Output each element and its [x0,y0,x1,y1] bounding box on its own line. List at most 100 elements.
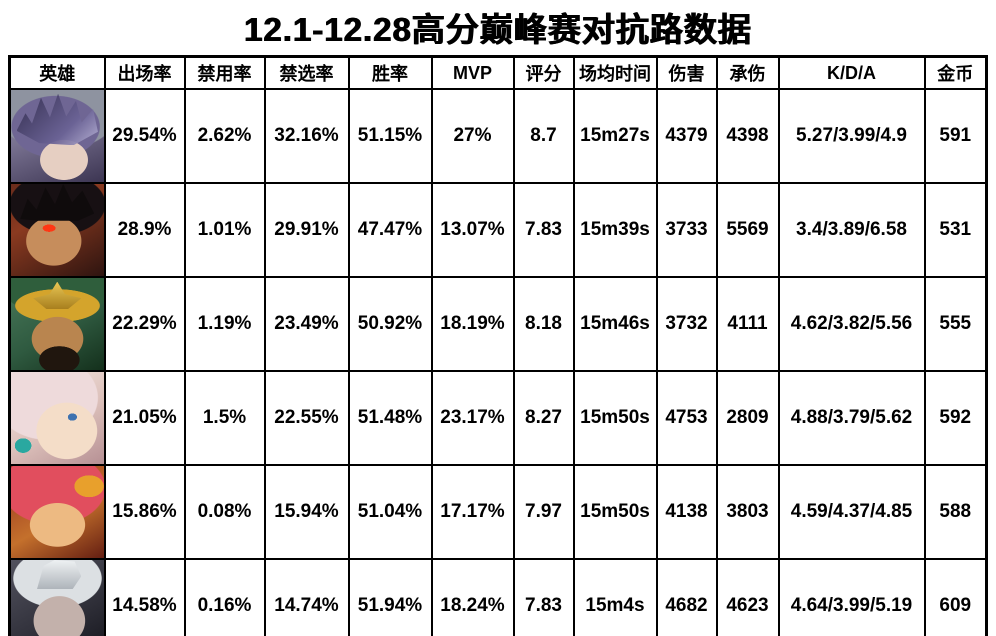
damage-cell: 3732 [655,276,718,372]
hero-avatar-cell [8,370,106,466]
ban-pick-rate-cell: 15.94% [263,464,350,560]
pick-rate-cell: 21.05% [103,370,186,466]
pick-rate-cell: 28.9% [103,182,186,278]
kda-cell: 3.4/3.89/6.58 [777,182,926,278]
damage-taken-cell: 2809 [715,370,780,466]
stats-table: 英雄 出场率 禁用率 禁选率 胜率 MVP 评分 场均时间 伤害 承伤 K/D/… [8,55,988,636]
avg-time-cell: 15m39s [572,182,658,278]
mvp-cell: 17.17% [430,464,515,560]
hero-avatar-cell [8,182,106,278]
header-avg-time: 场均时间 [572,55,658,90]
win-rate-cell: 51.04% [347,464,433,560]
header-mvp: MVP [430,55,515,90]
gold-cell: 591 [923,88,988,184]
ban-rate-cell: 2.62% [183,88,266,184]
damage-cell: 4682 [655,558,718,636]
header-gold: 金币 [923,55,988,90]
ban-pick-rate-cell: 22.55% [263,370,350,466]
kda-cell: 5.27/3.99/4.9 [777,88,926,184]
kda-cell: 4.64/3.99/5.19 [777,558,926,636]
table-row: 28.9% 1.01% 29.91% 47.47% 13.07% 7.83 15… [8,182,988,278]
table-row: 29.54% 2.62% 32.16% 51.15% 27% 8.7 15m27… [8,88,988,184]
header-win-rate: 胜率 [347,55,433,90]
ban-rate-cell: 0.08% [183,464,266,560]
pick-rate-cell: 15.86% [103,464,186,560]
damage-cell: 3733 [655,182,718,278]
rating-cell: 7.83 [512,558,575,636]
header-hero: 英雄 [8,55,106,90]
ban-pick-rate-cell: 14.74% [263,558,350,636]
mvp-cell: 13.07% [430,182,515,278]
hero-avatar-white-haired-hero [11,560,103,636]
header-pick-rate: 出场率 [103,55,186,90]
rating-cell: 8.7 [512,88,575,184]
mvp-cell: 23.17% [430,370,515,466]
ban-pick-rate-cell: 23.49% [263,276,350,372]
rating-cell: 8.18 [512,276,575,372]
damage-taken-cell: 4398 [715,88,780,184]
damage-taken-cell: 4111 [715,276,780,372]
gold-cell: 609 [923,558,988,636]
gold-cell: 531 [923,182,988,278]
mvp-cell: 27% [430,88,515,184]
kda-cell: 4.59/4.37/4.85 [777,464,926,560]
ban-pick-rate-cell: 29.91% [263,182,350,278]
gold-cell: 592 [923,370,988,466]
header-damage: 伤害 [655,55,718,90]
ban-rate-cell: 0.16% [183,558,266,636]
hero-avatar-purple-crystal [11,91,103,181]
table-row: 22.29% 1.19% 23.49% 50.92% 18.19% 8.18 1… [8,276,988,372]
table-row: 14.58% 0.16% 14.74% 51.94% 18.24% 7.83 1… [8,558,988,636]
ban-rate-cell: 1.19% [183,276,266,372]
header-ban-pick-rate: 禁选率 [263,55,350,90]
pick-rate-cell: 22.29% [103,276,186,372]
hero-avatar-pink-golden-heroine [11,467,103,557]
pick-rate-cell: 14.58% [103,558,186,636]
hero-avatar-pale-pink-heroine [11,373,103,463]
header-ban-rate: 禁用率 [183,55,266,90]
mvp-cell: 18.19% [430,276,515,372]
kda-cell: 4.88/3.79/5.62 [777,370,926,466]
gold-cell: 555 [923,276,988,372]
gold-cell: 588 [923,464,988,560]
ban-pick-rate-cell: 32.16% [263,88,350,184]
ban-rate-cell: 1.5% [183,370,266,466]
damage-taken-cell: 5569 [715,182,780,278]
header-row: 英雄 出场率 禁用率 禁选率 胜率 MVP 评分 场均时间 伤害 承伤 K/D/… [8,55,988,90]
win-rate-cell: 51.48% [347,370,433,466]
header-rating: 评分 [512,55,575,90]
win-rate-cell: 51.15% [347,88,433,184]
rating-cell: 8.27 [512,370,575,466]
hero-avatar-cell [8,464,106,560]
header-kda: K/D/A [777,55,926,90]
page-title: 12.1-12.28高分巅峰赛对抗路数据 [244,11,752,48]
hero-avatar-cell [8,558,106,636]
damage-taken-cell: 3803 [715,464,780,560]
pick-rate-cell: 29.54% [103,88,186,184]
table-row: 15.86% 0.08% 15.94% 51.04% 17.17% 7.97 1… [8,464,988,560]
damage-taken-cell: 4623 [715,558,780,636]
ban-rate-cell: 1.01% [183,182,266,278]
avg-time-cell: 15m50s [572,464,658,560]
damage-cell: 4379 [655,88,718,184]
win-rate-cell: 51.94% [347,558,433,636]
hero-avatar-red-eyed-warrior [11,185,103,275]
hero-avatar-cell [8,88,106,184]
avg-time-cell: 15m27s [572,88,658,184]
kda-cell: 4.62/3.82/5.56 [777,276,926,372]
mvp-cell: 18.24% [430,558,515,636]
win-rate-cell: 47.47% [347,182,433,278]
table-row: 21.05% 1.5% 22.55% 51.48% 23.17% 8.27 15… [8,370,988,466]
damage-cell: 4138 [655,464,718,560]
avg-time-cell: 15m4s [572,558,658,636]
rating-cell: 7.97 [512,464,575,560]
hero-avatar-cell [8,276,106,372]
rating-cell: 7.83 [512,182,575,278]
avg-time-cell: 15m50s [572,370,658,466]
damage-cell: 4753 [655,370,718,466]
win-rate-cell: 50.92% [347,276,433,372]
hero-avatar-green-gold-general [11,279,103,369]
header-damage-taken: 承伤 [715,55,780,90]
avg-time-cell: 15m46s [572,276,658,372]
